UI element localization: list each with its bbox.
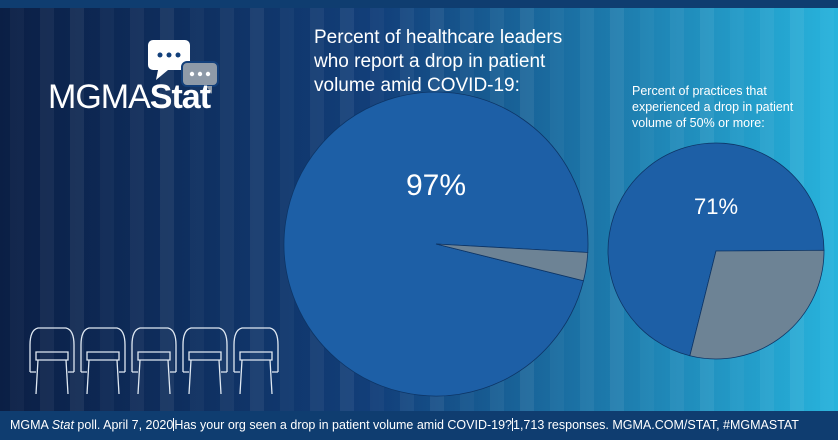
logo-text: MGMA (48, 78, 151, 116)
chair (80, 327, 126, 395)
footer-text: poll. April 7, 2020 (77, 418, 174, 432)
stripe (250, 8, 264, 412)
stripe (70, 8, 84, 412)
footer-text: Stat (51, 418, 74, 432)
pie-slice (689, 249, 825, 360)
chair (182, 327, 228, 395)
logo-text: Stat (149, 78, 211, 116)
chair (131, 327, 177, 395)
logo: MGMAStat (48, 78, 211, 117)
speech-bubbles (148, 40, 219, 94)
stripe (580, 8, 594, 412)
stripe (40, 8, 54, 412)
pies: 97% 71% (283, 91, 825, 397)
footer-text: 1,713 responses. MGMA.COM/STAT, #MGMASTA… (513, 418, 799, 432)
stripe (130, 8, 144, 412)
footer: MGMA Stat poll. April 7, 2020Has your or… (0, 411, 838, 440)
pie-slice (607, 142, 825, 357)
chart-title: Percent of practices that experienced a … (632, 84, 794, 130)
chart-title: Percent of healthcare leaders who report… (314, 27, 563, 96)
top-band (0, 0, 838, 8)
stripe (160, 8, 174, 412)
value-label: 97% (406, 169, 466, 202)
stripe (220, 8, 234, 412)
footer-text: Has your org seen a drop in patient volu… (174, 418, 512, 432)
chair (233, 327, 279, 395)
stripe (820, 8, 834, 412)
chair (29, 327, 75, 395)
value-label: 71% (694, 194, 738, 219)
footer-text: MGMA (10, 418, 49, 432)
chairs (29, 327, 279, 395)
stripe (10, 8, 24, 412)
pie-slice (435, 243, 589, 282)
